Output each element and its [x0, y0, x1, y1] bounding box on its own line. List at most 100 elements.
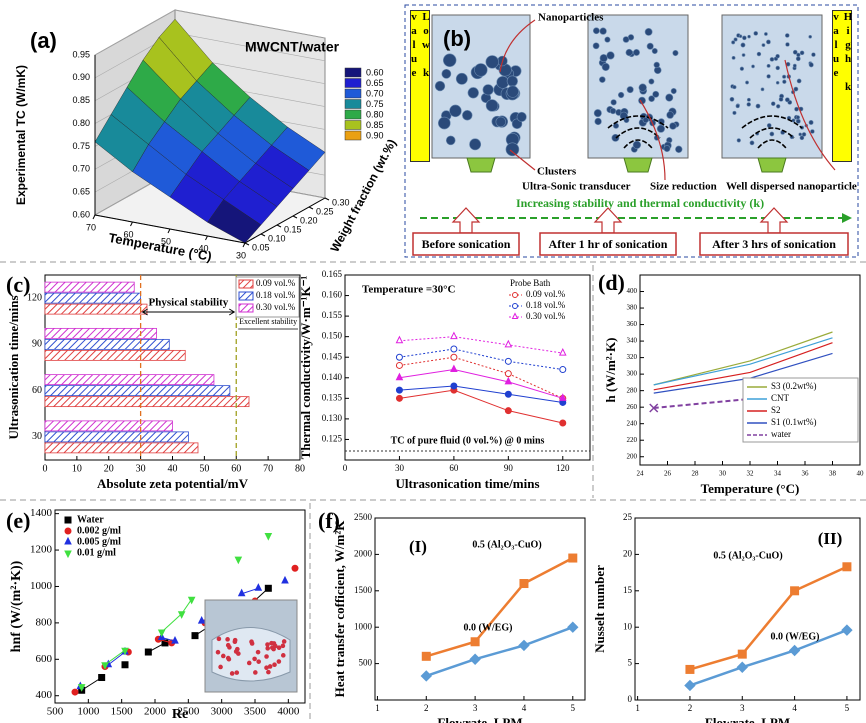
inset-particle: [218, 664, 223, 670]
y-tick-label: 0.135: [322, 392, 343, 402]
y-tick-label: 360: [627, 320, 638, 328]
y-tick-label: 1000: [354, 621, 373, 631]
nanoparticle: [766, 63, 771, 68]
bar: [44, 303, 148, 315]
y-tick-label: 0.165: [322, 269, 343, 279]
data-point: [395, 361, 403, 369]
data-point: [842, 562, 852, 572]
colorbar-swatch: [344, 99, 362, 109]
nanoparticle: [669, 122, 677, 130]
x-tick-label: 1500: [111, 706, 134, 718]
legend-label: S3 (0.2wt%): [771, 381, 817, 391]
nanoparticle: [442, 53, 457, 67]
data-point: [71, 688, 79, 696]
bar: [44, 431, 189, 443]
nanoparticle: [792, 49, 798, 55]
trend-arrowhead: [842, 213, 852, 223]
plot-frame: [374, 517, 586, 701]
data-point: [841, 624, 853, 636]
inset-particle: [235, 646, 240, 652]
data-point: [512, 303, 518, 309]
y-tick-label: 240: [627, 419, 638, 427]
nanoparticle: [485, 55, 499, 69]
nanoparticle: [652, 90, 660, 98]
y-tick-label: 200: [627, 452, 638, 460]
sound-wave: [757, 139, 787, 149]
x-tick-label: 40: [857, 470, 865, 478]
y-tick-label: 30: [32, 431, 42, 442]
nanoparticle: [753, 31, 759, 36]
series-label: 0.0 (W/EG): [464, 622, 513, 633]
data-point: [567, 621, 579, 633]
legend-label: Water: [77, 514, 104, 525]
y-tick-label: 60: [32, 385, 42, 396]
panel-border: [404, 4, 859, 258]
data-point: [450, 382, 458, 390]
legend-label: 0.30 vol.%: [256, 302, 296, 312]
nanoparticle: [469, 138, 482, 151]
y-axis-label: Heat transfer cofficient, W/m²K: [332, 520, 347, 698]
plot-frame: [344, 274, 591, 461]
nanoparticle: [653, 61, 660, 69]
data-line: [399, 369, 563, 399]
nanoparticle: [808, 62, 814, 68]
x-tick-label: 4: [792, 703, 797, 713]
nanoparticle: [782, 79, 787, 84]
nanoparticle: [672, 50, 679, 57]
data-point: [395, 394, 403, 402]
data-point: [519, 579, 529, 589]
nanoparticle: [770, 101, 776, 106]
nanoparticle: [745, 80, 749, 85]
nanoparticle: [731, 55, 736, 60]
nanoparticle: [625, 48, 633, 57]
y-tick: [308, 206, 314, 210]
colorbar-label: 0.85: [366, 120, 384, 130]
inset-particle: [281, 639, 287, 644]
z-tick-label: 0.70: [72, 164, 90, 174]
stage-box: [699, 232, 849, 256]
x-tick-label: 2: [424, 703, 429, 713]
bar: [44, 327, 157, 339]
data-point: [64, 527, 72, 535]
data-point: [395, 353, 403, 361]
inset-particle: [272, 662, 277, 667]
nanoparticle: [769, 57, 775, 62]
nanoparticle: [516, 111, 527, 122]
nanoparticle: [776, 104, 781, 109]
data-point: [264, 532, 273, 541]
inset-particle: [216, 636, 222, 642]
data-point: [281, 575, 289, 584]
x-tick-label: 30: [719, 470, 727, 478]
data-point: [197, 615, 206, 624]
panel-label: (a): [30, 28, 57, 53]
colorbar-swatch: [344, 88, 362, 99]
x-tick-label: 50: [199, 463, 209, 474]
y-tick-label: 0: [628, 694, 633, 704]
nanoparticle: [663, 145, 671, 153]
nanoparticle: [462, 110, 473, 121]
y-tick-label: 500: [359, 658, 373, 668]
nanoparticle: [505, 142, 520, 157]
colorbar-label: 0.75: [366, 99, 384, 109]
nanoparticle: [594, 117, 602, 126]
nanoparticle: [617, 91, 625, 99]
x-tick-label: 0: [343, 463, 348, 473]
stage-label: After 1 hr of sonication: [549, 237, 668, 251]
data-point: [234, 556, 243, 565]
z-axis-label: Experimental TC (W/mK): [14, 65, 28, 205]
nanoparticle: [604, 36, 611, 43]
nanoparticle: [760, 87, 765, 92]
y-tick-label: 340: [627, 337, 638, 345]
stage-label: After 3 hrs of sonication: [712, 237, 836, 251]
chart-title: MWCNT/water: [245, 39, 340, 55]
nanoparticle: [755, 103, 761, 109]
x-tick-label: 3: [740, 703, 745, 713]
pointer-arrow: [499, 19, 536, 73]
nanoparticle: [592, 42, 600, 50]
nanoparticle: [795, 56, 801, 62]
z-tick-label: 0.75: [72, 141, 90, 151]
legend-label: water: [771, 429, 791, 439]
legend-label: 0.18 vol.%: [256, 290, 296, 300]
nanoparticle: [467, 87, 479, 99]
inset-particle: [264, 665, 269, 670]
